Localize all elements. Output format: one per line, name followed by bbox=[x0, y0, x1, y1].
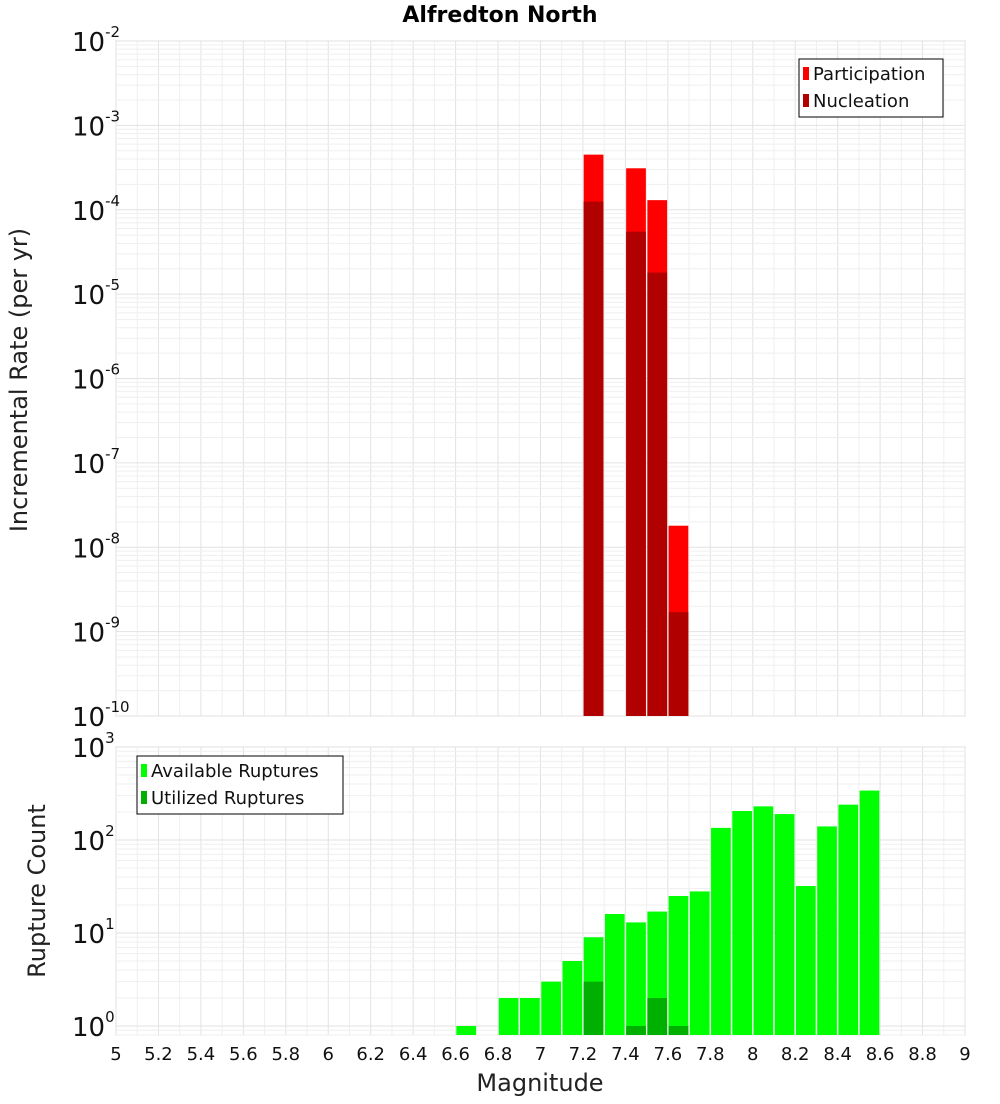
x-tick-label: 7.6 bbox=[654, 1044, 683, 1065]
rate-y-tick-label: 10-2 bbox=[72, 23, 120, 58]
series-a-count-bar bbox=[456, 1025, 477, 1035]
rate-legend-swatch bbox=[803, 94, 809, 107]
bottom-y-axis-label: Rupture Count bbox=[23, 804, 51, 978]
count-legend-swatch bbox=[141, 764, 147, 777]
series-a-count-bar bbox=[498, 997, 519, 1035]
count-y-tick-label: 101 bbox=[72, 915, 115, 950]
x-tick-label: 7.4 bbox=[611, 1044, 640, 1065]
series-b-count-bar bbox=[626, 1025, 646, 1035]
series-b-count-bar bbox=[668, 1025, 689, 1035]
rate-grid bbox=[115, 40, 966, 717]
rate-legend-label: Participation bbox=[813, 64, 925, 85]
x-tick-label: 5.8 bbox=[271, 1044, 300, 1065]
count-bars bbox=[456, 790, 880, 1035]
x-tick-label: 5.4 bbox=[187, 1044, 216, 1065]
series-a-count-bar bbox=[859, 790, 880, 1035]
count-legend: Available Ruptures Utilized Ruptures bbox=[136, 755, 344, 815]
series-a-count-bar bbox=[520, 997, 540, 1035]
x-tick-label: 5 bbox=[110, 1044, 121, 1065]
x-tick-label: 5.2 bbox=[144, 1044, 173, 1065]
rate-y-tick-label: 10-9 bbox=[72, 614, 120, 649]
top-y-axis-label: Incremental Rate (per yr) bbox=[5, 228, 33, 532]
count-y-ticks: 103 102 101 100 bbox=[72, 729, 115, 1043]
series-a-count-bar bbox=[795, 886, 816, 1035]
rate-y-tick-label: 10-6 bbox=[72, 361, 120, 396]
series-a-count-bar bbox=[541, 981, 561, 1035]
x-tick-label: 6.8 bbox=[484, 1044, 513, 1065]
rate-y-tick-label: 10-8 bbox=[72, 529, 120, 564]
series-b-rate-bar bbox=[626, 231, 646, 716]
x-ticks: 5 5.2 5.4 5.6 5.8 6 6.2 6.4 6.6 6.8 7 7.2 7.4 7.6 7.8 8… bbox=[110, 1044, 970, 1065]
series-a-count-bar bbox=[753, 806, 774, 1035]
rate-panel: 10-2 10-3 10-4 10-5 10-6 10-7 10-8 10-9 10-10 Par… bbox=[72, 23, 966, 733]
count-y-tick-label: 103 bbox=[72, 729, 115, 764]
count-legend-label: Available Ruptures bbox=[151, 761, 319, 782]
series-b-rate-bar bbox=[647, 272, 668, 716]
rate-y-tick-label: 10-5 bbox=[72, 276, 120, 311]
count-legend-box bbox=[136, 755, 344, 815]
x-tick-label: 6.4 bbox=[399, 1044, 428, 1065]
series-a-count-bar bbox=[562, 960, 583, 1035]
x-tick-label: 8.4 bbox=[823, 1044, 852, 1065]
x-tick-label: 7.8 bbox=[696, 1044, 725, 1065]
rate-y-tick-label: 10-10 bbox=[72, 698, 130, 733]
series-b-count-bar bbox=[647, 997, 668, 1035]
x-tick-label: 8.2 bbox=[781, 1044, 810, 1065]
x-tick-label: 8 bbox=[747, 1044, 758, 1065]
x-tick-label: 7.2 bbox=[569, 1044, 598, 1065]
rate-legend-label: Nucleation bbox=[813, 91, 909, 112]
count-legend-swatch bbox=[141, 791, 147, 804]
rate-legend-swatch bbox=[803, 67, 809, 80]
x-tick-label: 6.6 bbox=[441, 1044, 470, 1065]
series-b-rate-bar bbox=[668, 612, 689, 716]
rate-legend: Participation Nucleation bbox=[798, 58, 944, 118]
series-a-count-bar bbox=[626, 922, 646, 1035]
x-tick-label: 9 bbox=[959, 1044, 970, 1065]
series-a-count-bar bbox=[668, 895, 689, 1035]
count-legend-label: Utilized Ruptures bbox=[151, 788, 304, 809]
series-a-count-bar bbox=[774, 814, 795, 1035]
series-a-count-bar bbox=[732, 811, 752, 1035]
rate-y-tick-label: 10-7 bbox=[72, 445, 120, 480]
rate-y-tick-label: 10-4 bbox=[72, 192, 120, 227]
rate-y-tick-label: 10-3 bbox=[72, 107, 120, 142]
x-tick-label: 7 bbox=[535, 1044, 546, 1065]
count-y-tick-label: 100 bbox=[72, 1008, 115, 1043]
x-tick-label: 6.2 bbox=[356, 1044, 385, 1065]
x-tick-label: 5.6 bbox=[229, 1044, 258, 1065]
rate-bars bbox=[583, 154, 689, 716]
x-tick-label: 6 bbox=[323, 1044, 334, 1065]
x-tick-label: 8.8 bbox=[908, 1044, 937, 1065]
count-y-tick-label: 102 bbox=[72, 822, 115, 857]
series-a-count-bar bbox=[711, 827, 731, 1035]
rate-legend-box bbox=[798, 58, 944, 118]
rate-y-ticks: 10-2 10-3 10-4 10-5 10-6 10-7 10-8 10-9 10-10 bbox=[72, 23, 130, 733]
x-axis-label: Magnitude bbox=[476, 1069, 603, 1097]
series-a-count-bar bbox=[817, 826, 837, 1035]
series-b-count-bar bbox=[583, 981, 604, 1035]
x-tick-label: 8.6 bbox=[866, 1044, 895, 1065]
series-b-rate-bar bbox=[583, 201, 604, 716]
series-a-count-bar bbox=[689, 891, 710, 1035]
chart-title: Alfredton North bbox=[402, 3, 597, 28]
series-a-count-bar bbox=[838, 804, 859, 1035]
series-a-count-bar bbox=[604, 914, 625, 1035]
